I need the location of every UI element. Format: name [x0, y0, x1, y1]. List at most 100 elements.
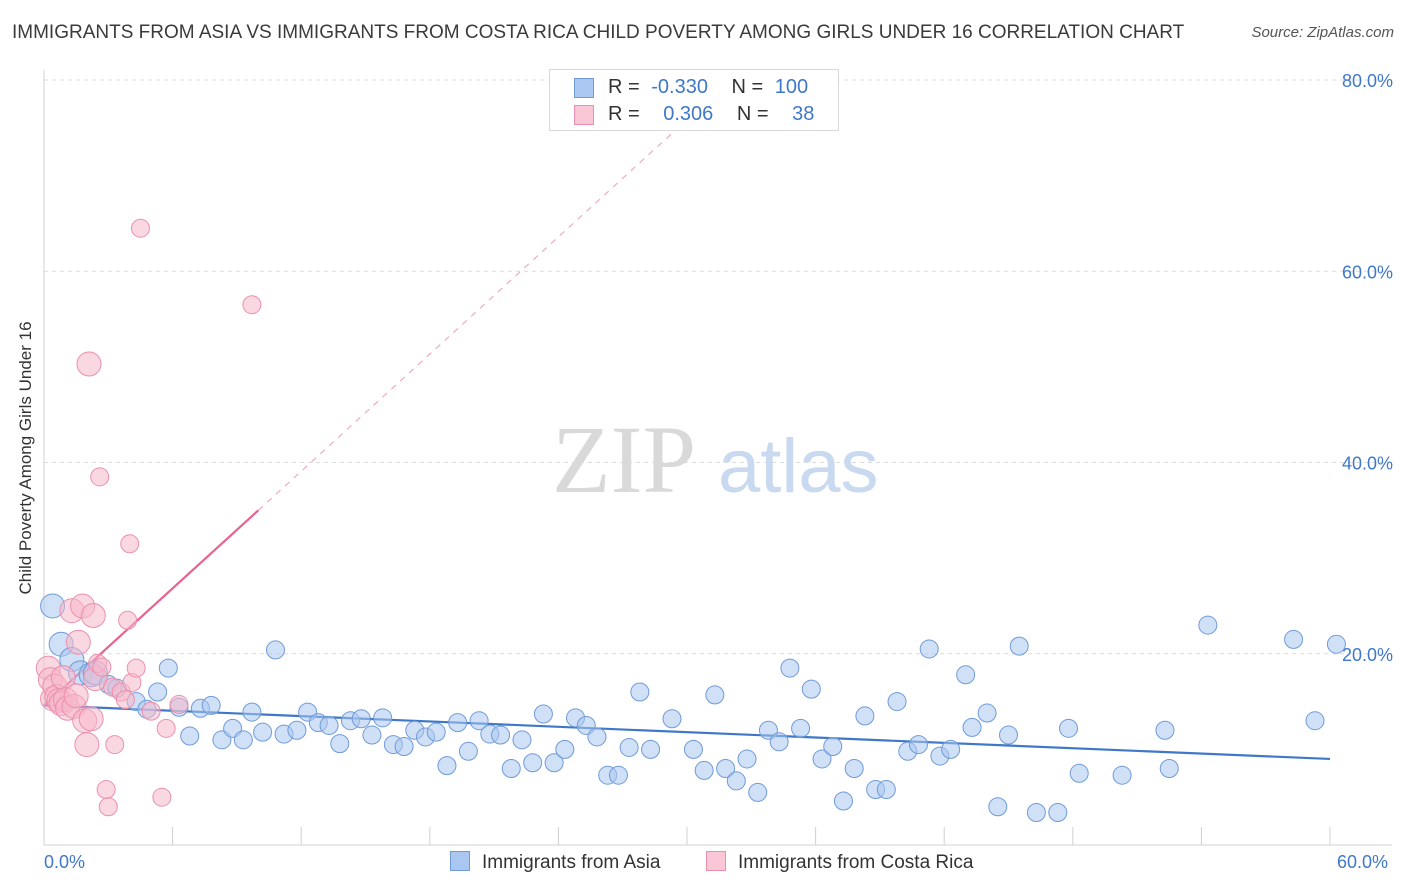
- asia-point-13: [180, 726, 200, 746]
- costa-rica-point-22: [92, 657, 112, 677]
- x-axis-max-label: 60.0%: [1337, 852, 1389, 872]
- asia-point-18: [233, 730, 253, 750]
- asia-point-55: [630, 682, 650, 702]
- asia-point-74: [855, 706, 875, 726]
- asia-point-71: [823, 737, 843, 757]
- asia-point-37: [437, 756, 457, 776]
- asia-point-44: [512, 730, 532, 750]
- legend-asia-n-label: N =: [731, 76, 764, 98]
- costa-rica-point-30: [120, 534, 140, 554]
- asia-point-85: [977, 703, 997, 723]
- asia-point-95: [1159, 759, 1179, 778]
- asia-point-62: [726, 771, 746, 791]
- costa-rica-point-18: [80, 603, 106, 628]
- legend-costa-rica-n-value: 38: [792, 103, 815, 125]
- asia-point-60: [705, 685, 725, 705]
- asia-point-59: [694, 760, 714, 780]
- legend-asia-r-value: -0.330: [651, 76, 708, 98]
- asia-point-91: [1059, 718, 1079, 738]
- costa-rica-point-23: [96, 780, 116, 800]
- asia-point-53: [608, 765, 628, 785]
- costa-rica-point-29: [118, 610, 138, 630]
- asia-point-15: [201, 695, 221, 715]
- asia-point-20: [253, 722, 273, 742]
- asia-point-45: [523, 753, 543, 773]
- y-axis-label: Child Poverty Among Girls Under 16: [16, 321, 35, 594]
- x-axis-min-label: 0.0%: [44, 852, 86, 872]
- asia-point-64: [748, 782, 768, 802]
- asia-point-97: [1284, 629, 1304, 649]
- asia-point-36: [426, 722, 446, 742]
- asia-point-39: [458, 741, 478, 761]
- costa-rica-point-24: [98, 797, 118, 817]
- asia-point-90: [1048, 802, 1068, 822]
- asia-point-38: [448, 713, 468, 733]
- asia-point-21: [265, 640, 285, 660]
- asia-point-86: [988, 797, 1008, 817]
- legend-costa-rica-n-label: N =: [736, 103, 769, 125]
- asia-point-30: [362, 725, 382, 745]
- costa-rica-point-17: [78, 706, 104, 732]
- y-tick-label-40: 40.0%: [1342, 454, 1393, 474]
- y-tick-label-80: 80.0%: [1342, 71, 1393, 91]
- asia-point-87: [999, 725, 1018, 745]
- y-tick-label-60: 60.0%: [1342, 262, 1393, 282]
- legend-costa-rica-r-value: 0.306: [663, 103, 714, 125]
- correlation-legend: R = -0.330 N = 100 R = 0.306 N = 38: [549, 69, 839, 131]
- costa-rica-point-35: [152, 787, 172, 807]
- watermark-atlas: atlas: [718, 424, 879, 509]
- bottom-legend-swatch-costa-rica: [706, 851, 726, 871]
- asia-point-33: [394, 737, 414, 757]
- asia-point-82: [941, 739, 961, 759]
- asia-point-88: [1009, 636, 1029, 656]
- costa-rica-point-16: [74, 732, 100, 758]
- asia-points: [40, 593, 1346, 822]
- costa-rica-point-38: [242, 295, 262, 315]
- asia-point-31: [373, 708, 393, 728]
- asia-point-11: [158, 658, 178, 678]
- asia-point-27: [330, 734, 350, 754]
- costa-rica-point-21: [90, 467, 110, 487]
- asia-point-98: [1326, 634, 1346, 654]
- asia-point-69: [801, 679, 821, 699]
- asia-point-99: [1305, 711, 1325, 731]
- asia-point-92: [1069, 763, 1089, 783]
- chart-title: IMMIGRANTS FROM ASIA VS IMMIGRANTS FROM …: [12, 22, 1185, 43]
- asia-point-46: [533, 704, 553, 724]
- costa-rica-point-28: [115, 690, 135, 710]
- watermark-zip: ZIP: [552, 406, 696, 513]
- asia-point-79: [908, 735, 928, 755]
- asia-point-80: [919, 639, 939, 659]
- y-tick-label-20: 20.0%: [1342, 645, 1393, 665]
- asia-point-66: [769, 732, 789, 752]
- asia-point-47: [544, 753, 564, 773]
- grid-lines: [44, 79, 1392, 655]
- asia-point-83: [956, 665, 976, 685]
- costa-rica-point-39: [76, 351, 102, 377]
- asia-point-48: [555, 739, 575, 759]
- legend-swatch-asia: [574, 78, 594, 98]
- costa-rica-point-37: [169, 694, 189, 714]
- asia-point-70: [812, 749, 832, 769]
- asia-point-19: [242, 702, 262, 722]
- legend-costa-rica-r-label: R =: [608, 103, 640, 125]
- asia-point-76: [876, 780, 896, 800]
- asia-point-72: [833, 791, 853, 811]
- bottom-legend-costa-rica: Immigrants from Costa Rica: [706, 851, 973, 874]
- costa-rica-point-12: [63, 683, 89, 709]
- asia-point-93: [1112, 765, 1132, 785]
- costa-rica-point-32: [126, 658, 146, 678]
- costa-rica-point-26: [105, 735, 125, 755]
- bottom-legend-asia-label: Immigrants from Asia: [482, 852, 661, 873]
- asia-point-63: [737, 749, 757, 769]
- costa-rica-point-34: [141, 701, 161, 721]
- source-credit: Source: ZipAtlas.com: [1251, 24, 1394, 41]
- asia-point-26: [319, 715, 339, 735]
- costa-rica-point-33: [130, 218, 150, 238]
- y-tick-labels: 20.0% 40.0% 60.0% 80.0%: [1342, 71, 1393, 665]
- asia-point-10: [148, 682, 168, 702]
- bottom-legend-asia: Immigrants from Asia: [450, 851, 660, 874]
- costa-rica-point-13: [65, 629, 91, 655]
- asia-point-42: [491, 725, 511, 745]
